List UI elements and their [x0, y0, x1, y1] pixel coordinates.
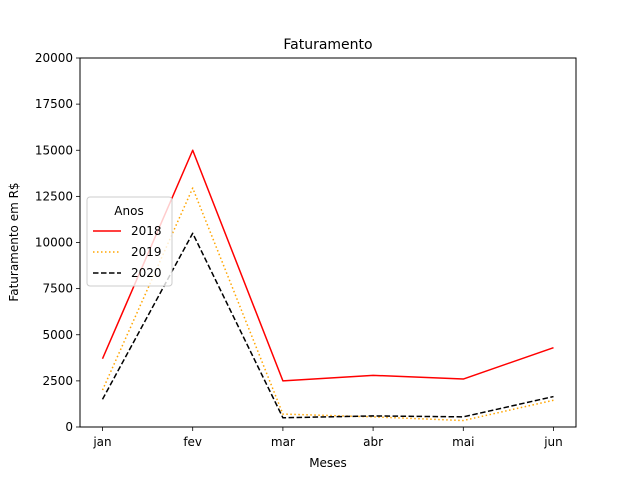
series-line-2020 — [101, 232, 554, 419]
y-tick-label-5000: 5000 — [42, 328, 73, 342]
y-tick-label-12500: 12500 — [35, 189, 73, 203]
legend-items: 2018 2019 2020 — [93, 224, 162, 280]
x-tick-label-fev: fev — [183, 435, 202, 449]
legend-label-2019: 2019 — [131, 245, 162, 259]
x-tick-label-jan: jan — [92, 435, 111, 449]
x-tick-label-mai: mai — [452, 435, 474, 449]
y-tick-label-7500: 7500 — [42, 282, 73, 296]
y-tick-label-15000: 15000 — [35, 143, 73, 157]
chart-title: Faturamento — [283, 37, 372, 53]
y-tick-label-2500: 2500 — [42, 374, 73, 388]
series-line-2019 — [101, 187, 554, 422]
y-tick-label-17500: 17500 — [35, 97, 73, 111]
legend-box — [86, 196, 173, 287]
y-tick-label-0: 0 — [65, 420, 73, 434]
series-layer — [101, 149, 554, 422]
legend-label-2020: 2020 — [131, 266, 162, 280]
legend: Anos 2018 2019 2020 — [86, 196, 173, 287]
x-axis: jan fev mar abr mai jun — [92, 427, 563, 449]
x-axis-label: Meses — [309, 456, 347, 470]
y-axis: 0 2500 5000 7500 10000 12500 15000 17500 20000 — [35, 51, 80, 434]
x-tick-label-jun: jun — [543, 435, 563, 449]
series-line-2018 — [101, 149, 554, 382]
legend-label-2018: 2018 — [131, 224, 162, 238]
y-axis-label: Faturamento em R$ — [7, 182, 21, 301]
x-tick-label-abr: abr — [363, 435, 383, 449]
legend-title: Anos — [114, 204, 143, 218]
x-tick-label-mar: mar — [271, 435, 295, 449]
y-tick-label-20000: 20000 — [35, 51, 73, 65]
y-tick-label-10000: 10000 — [35, 236, 73, 250]
